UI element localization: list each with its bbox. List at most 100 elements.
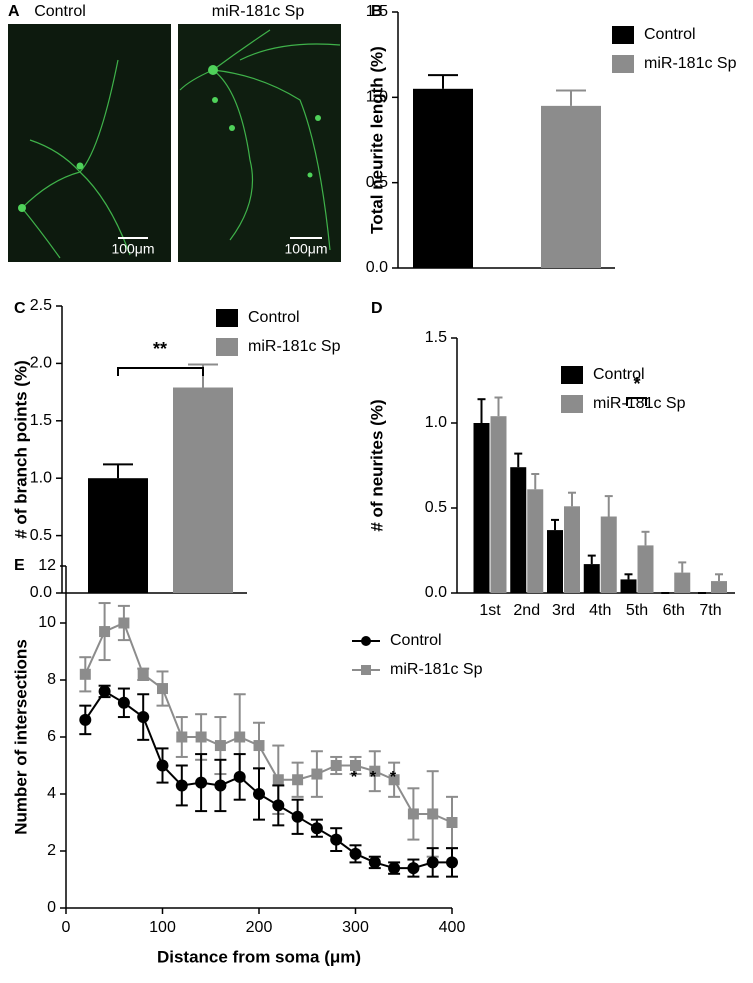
marker [233, 770, 246, 783]
y-tick-label: 1.5 [30, 412, 52, 429]
x-tick-label: 0 [62, 919, 71, 936]
y-tick-label: 10 [38, 614, 56, 631]
bracket [117, 367, 204, 376]
y-tick-label: 2.0 [30, 355, 52, 372]
x-tick-label: 200 [246, 919, 273, 936]
y-tick-label: 0.5 [30, 527, 52, 544]
legend-swatch [561, 366, 583, 384]
x-tick-label: 3rd [552, 602, 575, 619]
marker [214, 779, 227, 792]
marker [156, 759, 169, 772]
panel-label: B [371, 3, 383, 20]
significance: ** [153, 339, 167, 359]
marker [446, 856, 458, 869]
marker [291, 810, 304, 823]
x-tick-label: 300 [342, 919, 369, 936]
y-tick-label: 0.0 [30, 584, 52, 601]
legend-swatch [612, 55, 634, 73]
x-axis-title: Distance from soma (μm) [157, 947, 361, 966]
legend-swatch [561, 395, 583, 413]
marker [175, 779, 188, 792]
bar [413, 88, 473, 268]
marker [253, 740, 265, 752]
y-tick-label: 0 [47, 899, 56, 916]
marker [350, 760, 361, 771]
bar [88, 478, 148, 593]
marker [214, 740, 226, 752]
y-tick-label: 1.0 [425, 414, 447, 431]
bar [620, 579, 637, 593]
bar [583, 564, 600, 593]
legend-swatch [216, 309, 238, 327]
y-tick-label: 1.5 [366, 3, 388, 20]
marker [195, 776, 208, 789]
y-tick-label: 12 [38, 557, 56, 574]
x-tick-label: 5th [626, 602, 648, 619]
significance: * [633, 374, 640, 394]
line [84, 621, 453, 824]
image-panel: 100μm 100μm Control miR-181c Sp [8, 3, 341, 262]
legend-label: miR-181c Sp [644, 55, 737, 72]
y-axis-title: # of branch points (%) [11, 360, 30, 539]
marker [176, 731, 188, 743]
bar [547, 530, 563, 593]
x-tick-label: 100 [149, 919, 176, 936]
cell-bodies [18, 65, 321, 212]
bracket [626, 397, 647, 406]
y-tick-label: 1.0 [30, 469, 52, 486]
marker [292, 774, 304, 786]
legend-label: Control [644, 26, 696, 43]
panel-label: D [371, 300, 383, 317]
panel-label: C [14, 300, 26, 317]
y-axis-title: Number of intersections [11, 639, 30, 835]
x-tick-label: 2nd [513, 602, 540, 619]
legend-label: miR-181c Sp [248, 338, 341, 355]
y-axis-title: Total neurite length (%) [367, 46, 386, 234]
significance: * [370, 769, 377, 786]
y-tick-label: 0.5 [425, 499, 447, 516]
marker [388, 774, 400, 786]
marker [349, 847, 362, 860]
legend-marker [361, 665, 371, 675]
bar [564, 506, 580, 593]
y-tick-label: 0.5 [366, 174, 388, 191]
marker [79, 713, 92, 726]
y-tick-label: 2.5 [30, 297, 52, 314]
marker [330, 833, 343, 846]
marker [407, 808, 419, 820]
marker [330, 760, 342, 771]
marker [137, 711, 150, 724]
marker [118, 617, 130, 629]
bar [541, 105, 601, 268]
marker [272, 774, 284, 786]
marker [407, 862, 420, 875]
micrograph [178, 24, 341, 262]
legend-swatch [612, 26, 634, 44]
marker [388, 862, 401, 875]
marker [368, 856, 381, 869]
scale-bar-label: 100μm [284, 241, 327, 257]
bar [637, 545, 654, 593]
legend-swatch [216, 338, 238, 356]
marker [426, 856, 439, 869]
bar [711, 581, 727, 593]
y-tick-label: 0.0 [425, 584, 447, 601]
marker [195, 731, 207, 743]
legend-marker [361, 636, 371, 646]
x-tick-label: 6th [663, 602, 685, 619]
y-tick-label: 1.0 [366, 89, 388, 106]
marker [310, 822, 323, 835]
bar [674, 572, 691, 593]
neurites [21, 29, 341, 259]
y-tick-label: 1.5 [425, 329, 447, 346]
x-tick-label: 4th [589, 602, 611, 619]
x-tick-label: 1st [479, 602, 501, 619]
bar [473, 423, 490, 593]
y-axis-title: # of neurites (%) [367, 399, 386, 531]
marker [253, 788, 265, 800]
micrograph [8, 24, 171, 262]
y-tick-label: 4 [47, 785, 56, 802]
bar [600, 516, 617, 593]
